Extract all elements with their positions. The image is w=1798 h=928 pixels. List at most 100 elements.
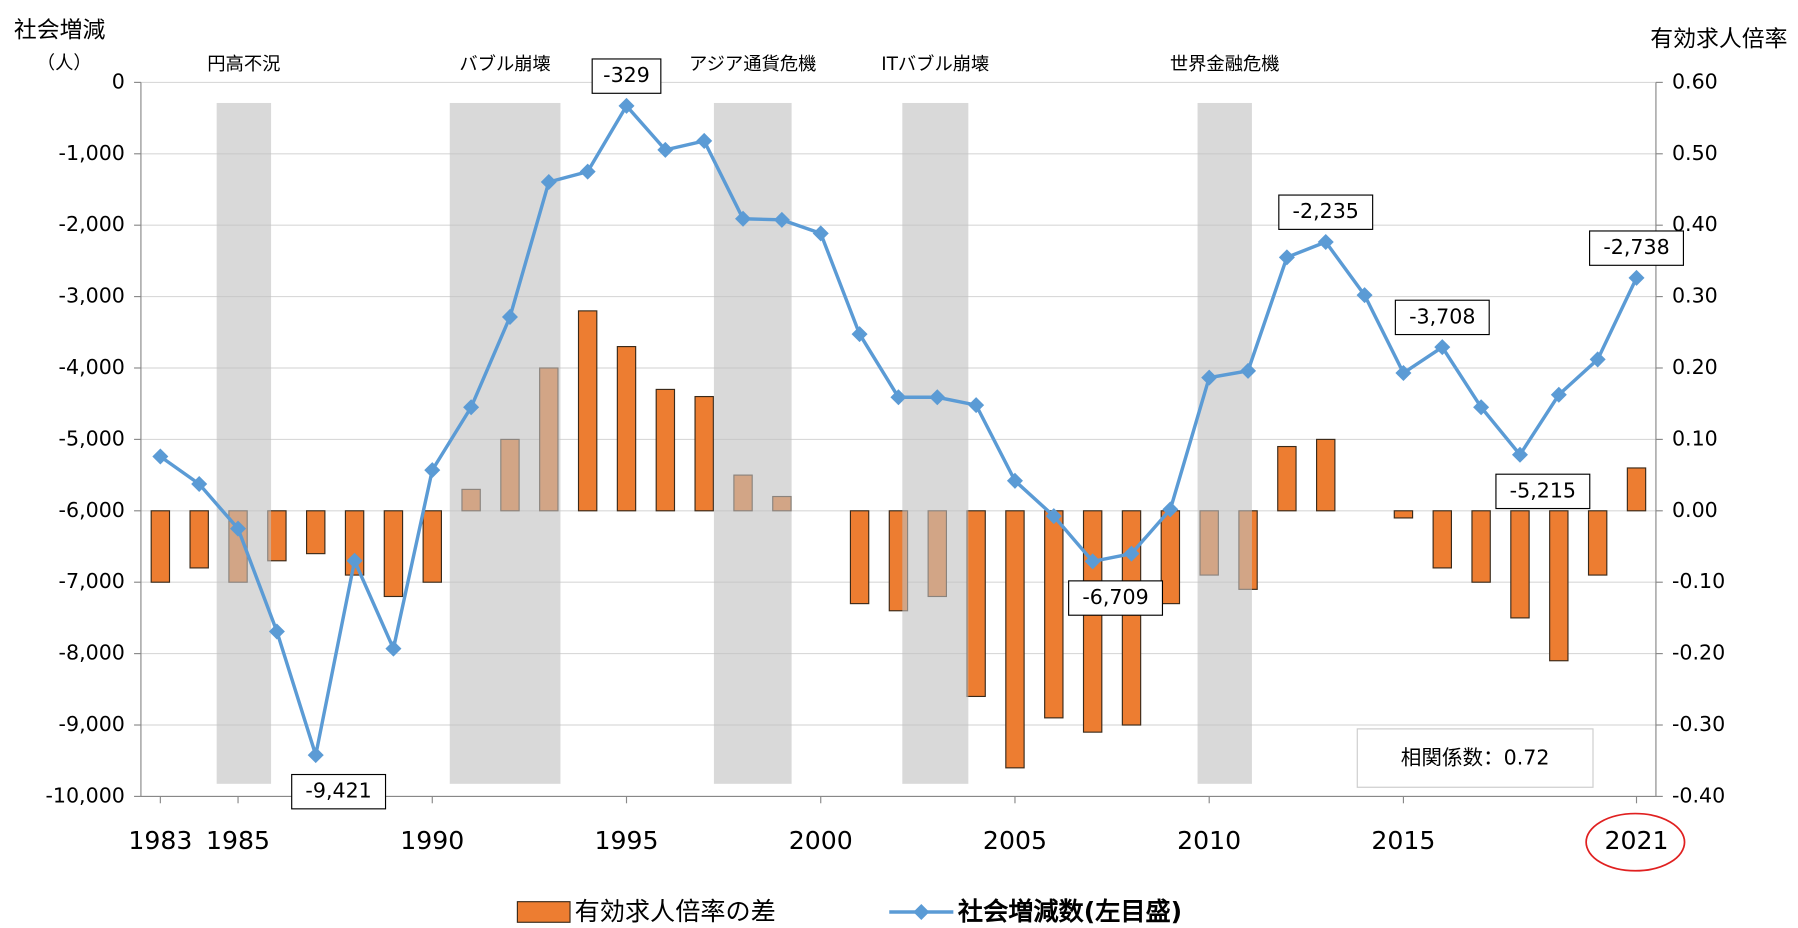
y2-tick-label: -0.20 xyxy=(1672,641,1725,665)
bar xyxy=(1393,510,1414,519)
data-label-box xyxy=(591,58,662,94)
data-label: -329 xyxy=(603,63,650,87)
y-tick-label: -5,000 xyxy=(59,426,125,450)
bar xyxy=(1316,438,1336,512)
y-tick-label: -10,000 xyxy=(45,783,124,807)
marker xyxy=(851,326,868,343)
marker xyxy=(1123,545,1140,562)
marker xyxy=(346,552,363,569)
data-label: -2,738 xyxy=(1603,235,1669,259)
annotation-box xyxy=(1356,728,1594,788)
marker xyxy=(1356,287,1373,304)
period-band xyxy=(713,102,792,784)
y-tick-label: 0 xyxy=(112,69,125,93)
bar xyxy=(966,510,986,698)
bar xyxy=(1005,510,1025,769)
x-tick-label: 2021 xyxy=(1604,826,1668,855)
bar xyxy=(849,510,870,605)
bar xyxy=(577,310,598,512)
marker xyxy=(890,389,907,406)
legend-label: 有効求人倍率の差 xyxy=(575,897,776,926)
period-band xyxy=(1197,102,1252,784)
period-label: アジア通貨危機 xyxy=(689,54,816,75)
x-tick-label: 1985 xyxy=(206,826,270,855)
bar xyxy=(422,510,442,583)
bar xyxy=(655,388,676,512)
y2-tick-label: 0.10 xyxy=(1672,426,1718,450)
period-band xyxy=(449,102,561,784)
y2-tick-label: -0.30 xyxy=(1672,712,1725,736)
data-label: -9,421 xyxy=(305,779,371,803)
data-label: -2,235 xyxy=(1293,199,1359,223)
marker xyxy=(463,399,480,416)
x-tick-label: 2005 xyxy=(983,826,1047,855)
period-label: 世界金融危機 xyxy=(1170,54,1280,75)
marker xyxy=(1317,233,1334,250)
bar xyxy=(694,395,714,512)
marker xyxy=(152,448,169,465)
data-label: -5,215 xyxy=(1510,478,1576,502)
marker xyxy=(1084,553,1101,570)
marker xyxy=(579,163,596,180)
y-tick-label: -2,000 xyxy=(59,212,125,236)
highlight-circle xyxy=(1585,812,1686,872)
data-label: -3,708 xyxy=(1409,304,1475,328)
marker xyxy=(501,308,518,325)
annotation: 相関係数：0.72 xyxy=(1401,746,1550,770)
y-tick-label: -4,000 xyxy=(59,355,125,379)
y2-axis-title: 有効求人倍率 xyxy=(1650,27,1787,53)
bar xyxy=(1044,510,1064,719)
bar xyxy=(616,346,637,512)
bar xyxy=(1549,510,1569,662)
y-tick-label: -8,000 xyxy=(59,641,125,665)
bar xyxy=(1471,510,1491,583)
y2-tick-label: 0.30 xyxy=(1672,284,1718,308)
line xyxy=(159,102,1639,756)
data-label-box xyxy=(1589,230,1684,266)
marker xyxy=(1434,339,1451,356)
bar xyxy=(1082,510,1103,733)
period-label: バブル崩壊 xyxy=(459,53,550,75)
marker xyxy=(696,132,713,149)
marker xyxy=(1628,269,1645,286)
data-label-box xyxy=(1068,580,1164,616)
marker xyxy=(968,397,985,414)
x-tick-label: 2000 xyxy=(789,826,853,855)
bar xyxy=(1510,510,1530,619)
marker xyxy=(1240,362,1257,379)
y2-tick-label: -0.10 xyxy=(1672,569,1725,593)
data-label-box xyxy=(291,773,387,810)
y-axis-unit: （人） xyxy=(37,53,92,74)
x-tick-label: 1990 xyxy=(400,826,464,855)
y2-tick-label: 0.50 xyxy=(1672,141,1718,165)
marker xyxy=(812,225,829,242)
y2-tick-label: 0.00 xyxy=(1672,498,1718,522)
y-tick-label: -3,000 xyxy=(59,284,125,308)
data-label-box xyxy=(1278,194,1374,230)
y-tick-label: -7,000 xyxy=(59,569,125,593)
marker xyxy=(307,747,324,764)
bar xyxy=(189,510,209,569)
marker xyxy=(268,623,285,640)
marker xyxy=(1006,472,1023,489)
marker xyxy=(735,210,752,227)
y-tick-label: -1,000 xyxy=(59,141,125,165)
y-tick-label: -9,000 xyxy=(59,712,125,736)
marker xyxy=(385,640,402,657)
bar xyxy=(1277,445,1297,512)
bar xyxy=(306,510,326,555)
data-label: -6,709 xyxy=(1082,585,1148,609)
bar xyxy=(1160,510,1181,605)
marker xyxy=(540,173,557,191)
legend-label: 社会増減数(左目盛) xyxy=(957,897,1182,926)
x-tick-label: 1983 xyxy=(128,826,192,855)
period-label: 円高不況 xyxy=(207,54,280,75)
bar xyxy=(383,510,404,598)
y2-tick-label: -0.40 xyxy=(1672,783,1725,807)
y2-tick-label: 0.60 xyxy=(1672,69,1718,93)
period-band xyxy=(902,102,969,784)
bar xyxy=(1121,510,1142,726)
data-label-box xyxy=(1495,473,1591,510)
bar xyxy=(1626,467,1647,512)
period-band xyxy=(216,102,272,784)
